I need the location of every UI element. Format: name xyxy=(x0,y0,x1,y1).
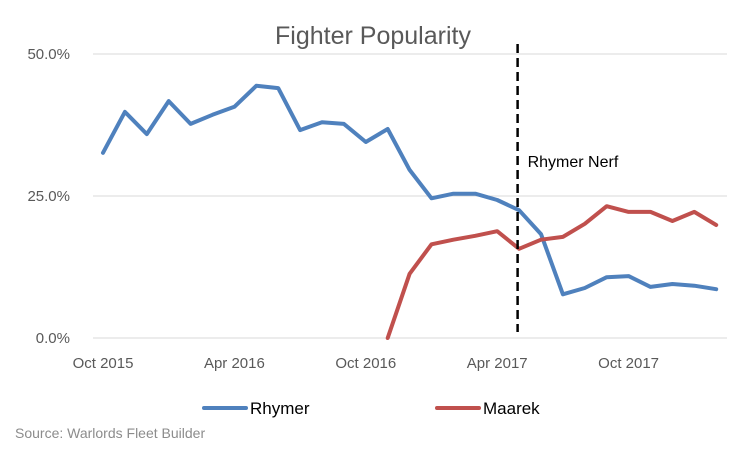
data-series xyxy=(101,83,719,340)
legend-label-maarek: Maarek xyxy=(483,399,540,418)
y-tick-label: 0.0% xyxy=(36,330,70,347)
chart-title: Fighter Popularity xyxy=(275,22,471,50)
series-line-maarek xyxy=(385,204,719,340)
series-line-rhymer xyxy=(101,83,719,297)
legend: Rhymer Maarek xyxy=(202,399,540,418)
nerf-marker-label: Rhymer Nerf xyxy=(528,154,619,171)
x-tick-label: Apr 2017 xyxy=(467,355,528,372)
x-axis-ticks: Oct 2015 Apr 2016 Oct 2016 Apr 2017 Oct 2017 xyxy=(73,355,659,372)
legend-label-rhymer: Rhymer xyxy=(250,399,310,418)
y-tick-label: 25.0% xyxy=(27,188,70,205)
gridlines xyxy=(93,53,727,339)
x-tick-label: Apr 2016 xyxy=(204,355,265,372)
annotation: Rhymer Nerf xyxy=(516,44,619,332)
x-tick-label: Oct 2016 xyxy=(335,355,396,372)
source-note: Source: Warlords Fleet Builder xyxy=(15,425,206,441)
x-tick-label: Oct 2015 xyxy=(73,355,134,372)
y-axis-ticks: 0.0% 25.0% 50.0% xyxy=(27,46,70,347)
y-tick-label: 50.0% xyxy=(27,46,70,63)
x-tick-label: Oct 2017 xyxy=(598,355,659,372)
